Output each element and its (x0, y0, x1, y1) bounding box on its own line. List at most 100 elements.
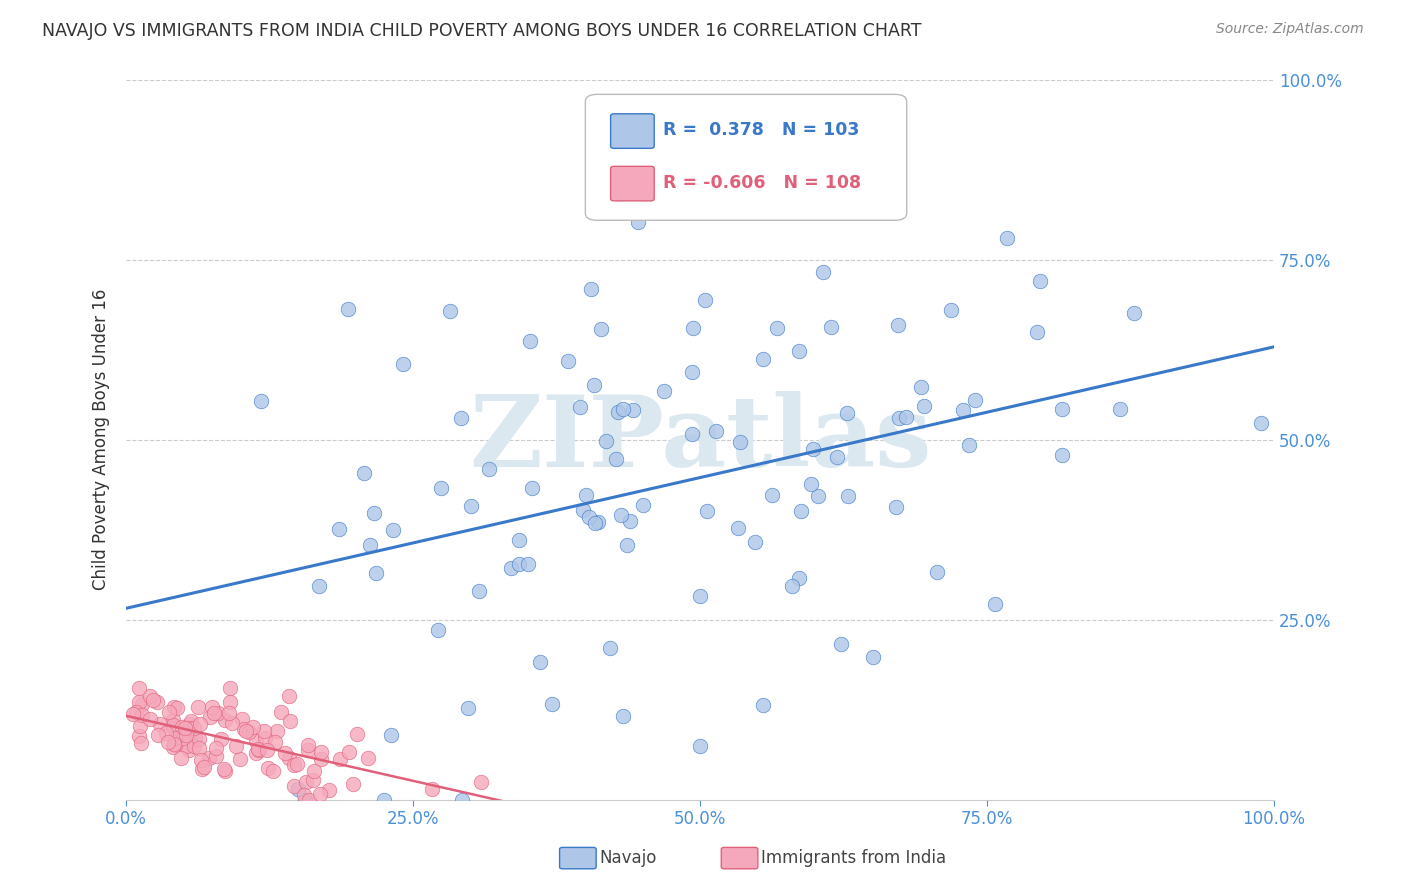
Point (169, 751, 191, 765)
Point (353, 466, 375, 480)
Point (139, 690, 162, 704)
Point (621, 403, 644, 417)
Point (183, 739, 205, 753)
Point (297, 742, 319, 756)
Point (139, 712, 162, 726)
Point (162, 721, 184, 735)
Point (162, 713, 184, 727)
Point (392, 357, 415, 371)
Point (508, 558, 530, 572)
Point (205, 740, 228, 755)
Point (382, 523, 405, 537)
FancyBboxPatch shape (610, 114, 654, 148)
Point (198, 751, 221, 765)
Point (1025, 325, 1047, 339)
Point (751, 352, 773, 367)
Point (984, 597, 1007, 611)
Point (693, 293, 716, 307)
Point (884, 500, 907, 515)
Point (939, 303, 962, 318)
Point (336, 301, 359, 316)
Point (201, 699, 224, 714)
Point (568, 400, 591, 414)
Point (131, 708, 153, 723)
Point (188, 716, 211, 731)
Point (1052, 448, 1074, 462)
Point (179, 717, 201, 731)
Point (218, 706, 240, 720)
Point (245, 734, 267, 748)
Point (266, 724, 288, 739)
Point (460, 500, 482, 514)
Point (277, 751, 299, 765)
Point (202, 706, 225, 721)
Point (277, 690, 299, 704)
Point (253, 724, 276, 739)
Point (142, 693, 165, 707)
Point (157, 706, 180, 720)
Point (346, 727, 368, 741)
Point (420, 782, 443, 797)
Point (283, 779, 305, 793)
Point (190, 753, 212, 767)
Point (728, 435, 751, 450)
Point (339, 745, 361, 759)
Point (179, 727, 201, 741)
Point (886, 318, 908, 333)
Point (426, 624, 449, 638)
Point (180, 714, 202, 728)
Point (209, 732, 232, 747)
Point (129, 735, 152, 749)
Point (806, 489, 828, 503)
Point (1108, 401, 1130, 416)
Point (627, 215, 650, 229)
Point (173, 722, 195, 736)
Point (478, 461, 501, 475)
Point (162, 717, 184, 731)
Point (607, 404, 630, 418)
Point (342, 777, 364, 791)
Point (619, 514, 641, 528)
Point (837, 406, 859, 420)
Point (179, 721, 201, 735)
Point (357, 751, 380, 765)
Point (439, 304, 461, 318)
Point (155, 726, 177, 740)
Point (450, 411, 472, 425)
Point (582, 378, 605, 392)
Point (457, 701, 479, 715)
Point (780, 579, 803, 593)
Point (172, 720, 194, 734)
Text: Source: ZipAtlas.com: Source: ZipAtlas.com (1216, 22, 1364, 37)
Point (187, 731, 209, 746)
Point (696, 504, 718, 518)
Point (752, 698, 775, 713)
Point (599, 640, 621, 655)
Point (633, 498, 655, 512)
Point (165, 731, 187, 746)
Point (229, 752, 252, 766)
Point (295, 775, 318, 789)
Point (451, 792, 474, 806)
Point (302, 764, 325, 778)
Point (270, 706, 292, 720)
Point (612, 402, 634, 417)
Point (529, 655, 551, 669)
Point (121, 707, 143, 722)
Point (128, 729, 150, 743)
Point (163, 737, 186, 751)
Point (800, 477, 823, 491)
Text: ZIPatlas: ZIPatlas (468, 392, 931, 488)
Point (468, 584, 491, 599)
Point (952, 402, 974, 417)
Point (517, 557, 540, 571)
Text: Immigrants from India: Immigrants from India (761, 849, 946, 867)
Point (249, 394, 271, 409)
Point (292, 788, 315, 802)
Point (172, 731, 194, 745)
Point (652, 384, 675, 398)
FancyBboxPatch shape (610, 166, 654, 201)
Point (589, 322, 612, 336)
Point (174, 739, 197, 754)
Point (245, 747, 267, 761)
